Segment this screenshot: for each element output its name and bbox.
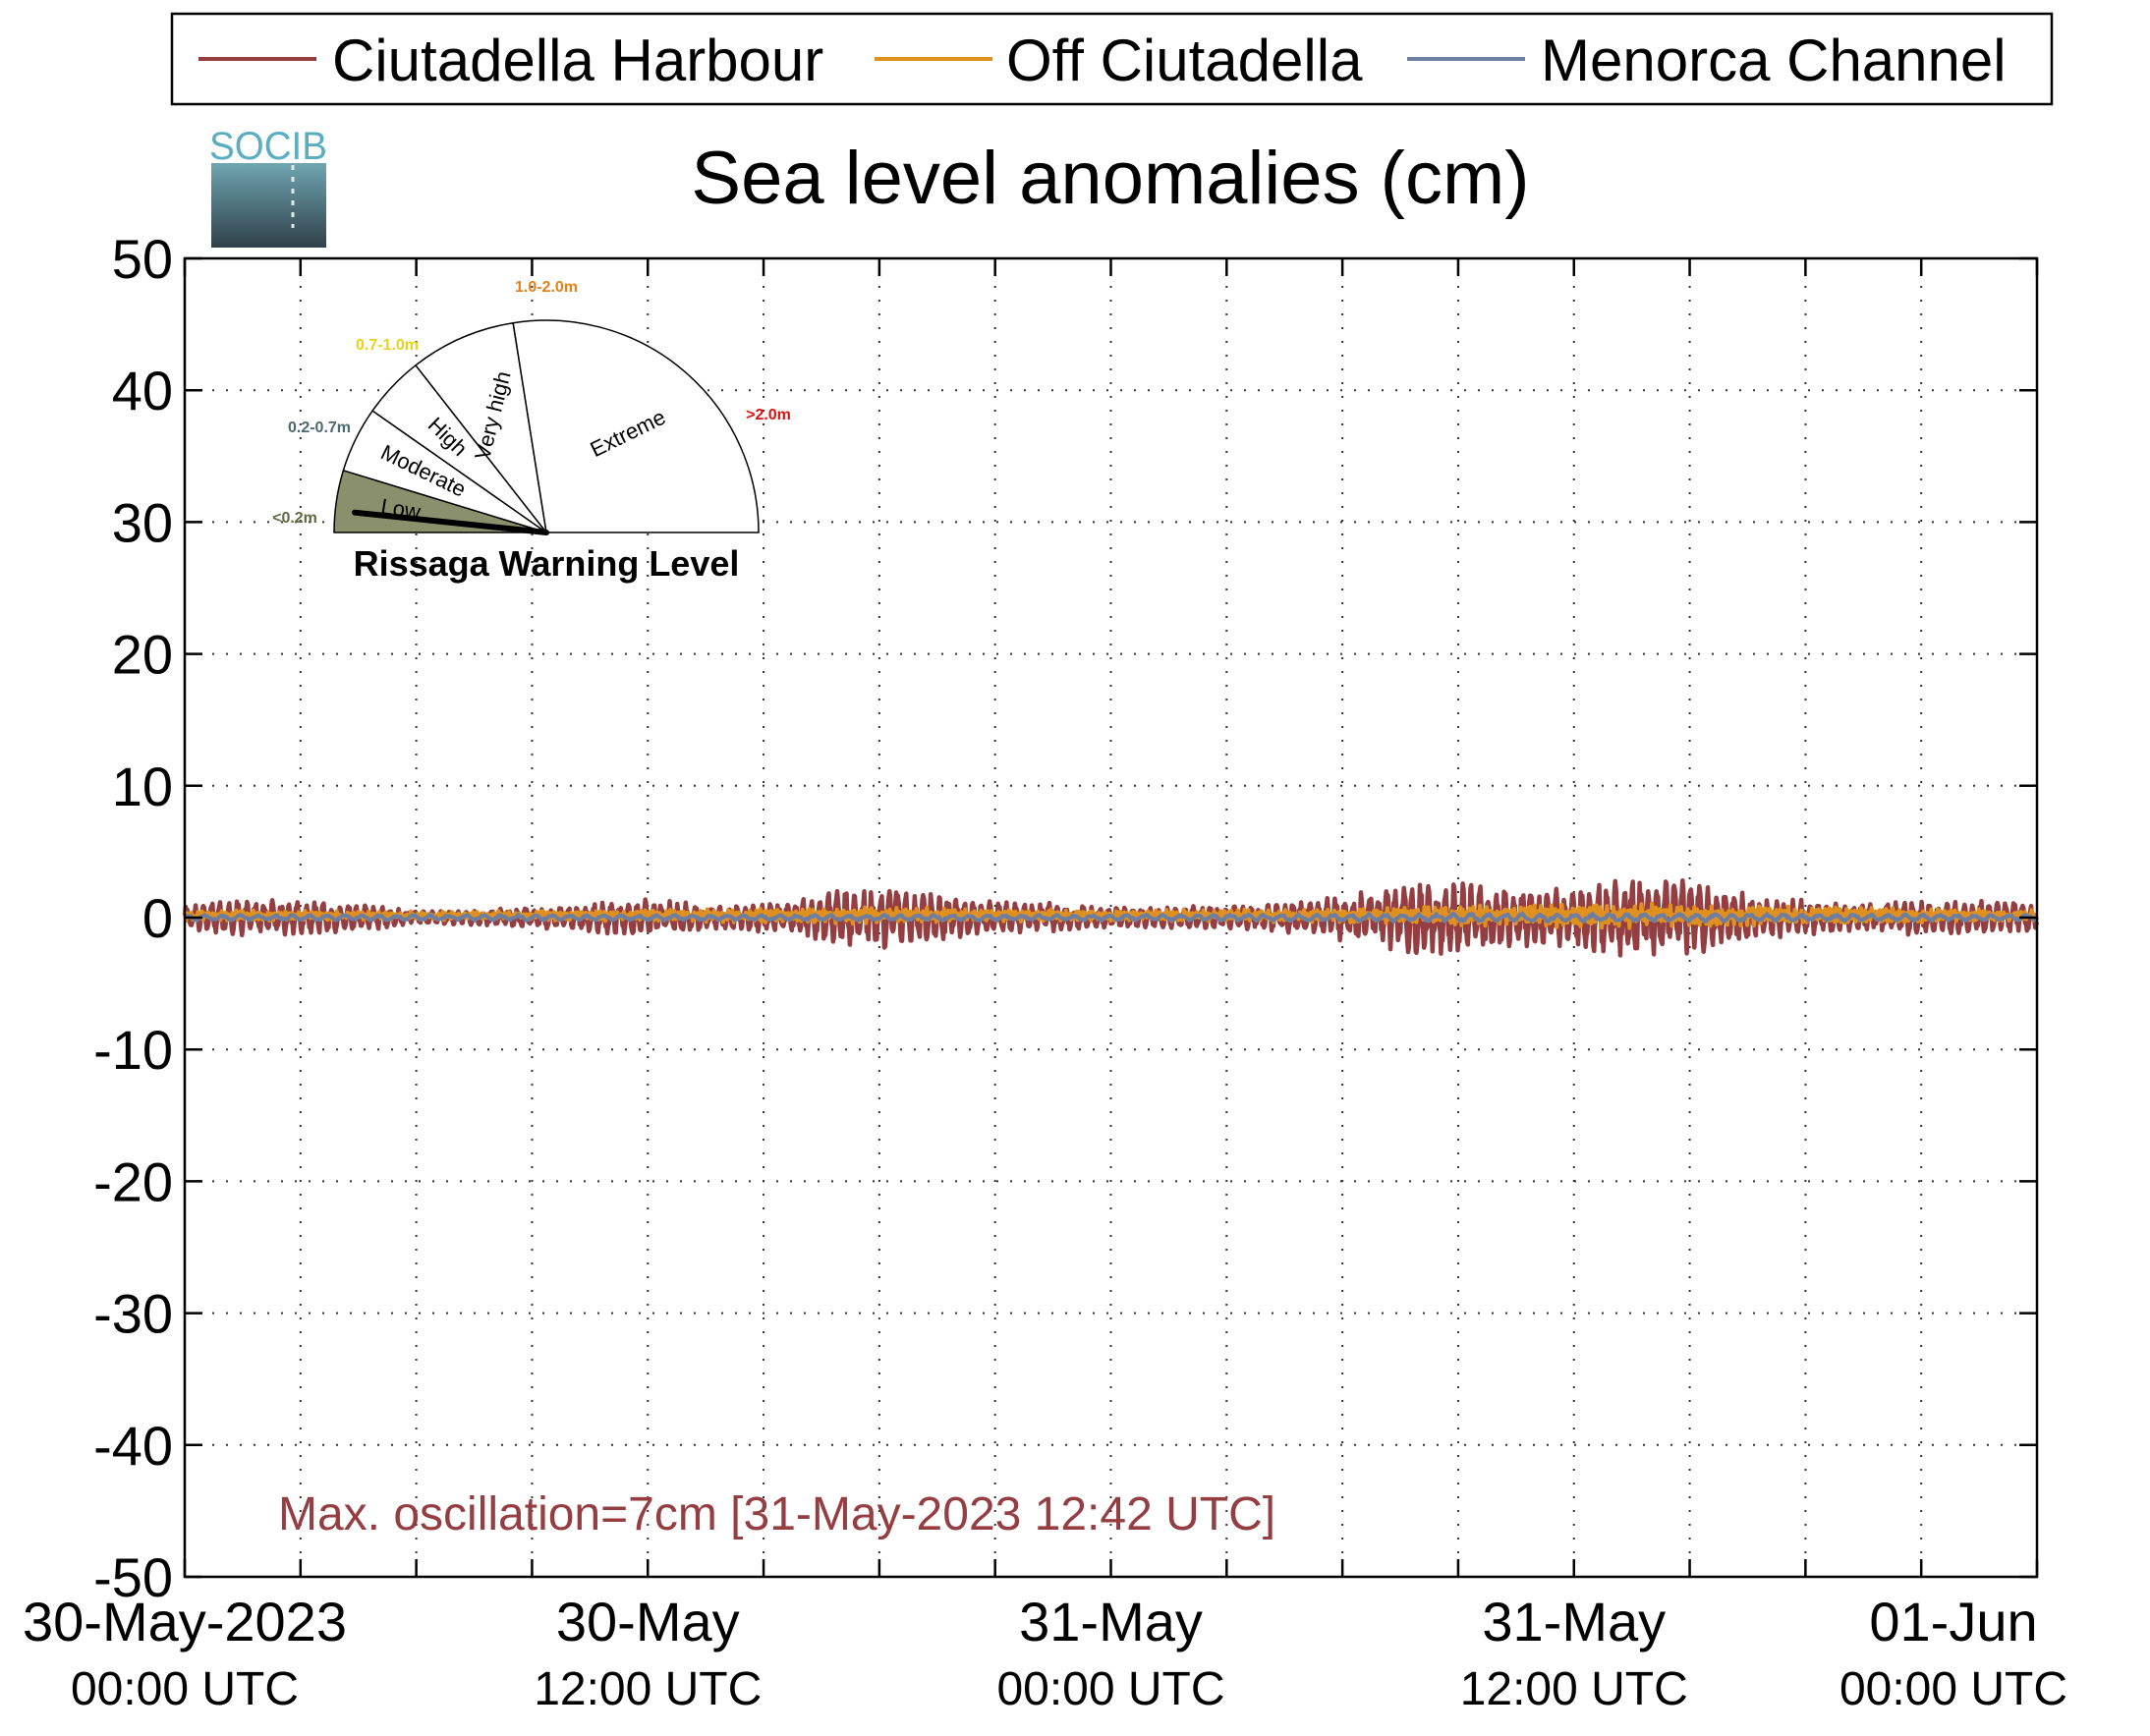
x-tick-label-time: 00:00 UTC — [1839, 1663, 2067, 1715]
gauge-needle — [352, 509, 549, 535]
x-tick-label-time: 00:00 UTC — [71, 1663, 299, 1715]
max-oscillation-annotation: Max. oscillation=7cm [31-May-2023 12:42 … — [278, 1488, 1275, 1540]
legend-box — [170, 12, 2054, 106]
y-tick-label: -10 — [93, 1019, 173, 1081]
series-line-menorca-channel — [184, 911, 2039, 924]
y-tick-label: -40 — [93, 1415, 173, 1477]
x-tick-label-date: 30-May-2023 — [23, 1591, 347, 1652]
gauge-range-label: 1.0-2.0m — [515, 279, 578, 296]
x-tick-label-date: 30-May — [556, 1591, 740, 1652]
legend-label-menorca-channel: Menorca Channel — [1541, 28, 2007, 93]
y-tick-label: 30 — [112, 491, 173, 553]
gauge-range-label: 0.7-1.0m — [356, 337, 419, 354]
series-layer — [182, 877, 2040, 958]
y-tick-label: 0 — [142, 887, 173, 949]
y-tick-label: 20 — [112, 624, 173, 686]
gauge-range-label: 0.2-0.7m — [288, 420, 351, 436]
legend: Ciutadella Harbour Off Ciutadella Menorc… — [170, 12, 2054, 106]
gauge-range-label: >2.0m — [746, 407, 791, 423]
plot-area: 50 40 30 20 10 0 -10 -20 -30 -40 -50 30-May-2023 00… — [23, 228, 2067, 1715]
chart-title: Sea level anomalies (cm) — [691, 137, 1529, 220]
x-tick-label-date: 31-May — [1019, 1591, 1203, 1652]
x-tick-label-time: 00:00 UTC — [996, 1663, 1224, 1715]
y-tick-label: -30 — [93, 1283, 173, 1345]
legend-label-off-ciutadella: Off Ciutadella — [1006, 28, 1363, 93]
gauge-sector-extreme — [512, 319, 760, 533]
x-tick-label-date: 01-Jun — [1869, 1591, 2037, 1652]
y-tick-label: 50 — [112, 228, 173, 290]
gauge-title: Rissaga Warning Level — [354, 543, 740, 584]
y-tick-label: -20 — [93, 1150, 173, 1212]
gauge-range-label: <0.2m — [272, 510, 317, 527]
gauge-sector-very-high — [414, 321, 548, 535]
y-tick-label: 10 — [112, 756, 173, 817]
x-tick-label-time: 12:00 UTC — [534, 1663, 762, 1715]
y-tick-label: 40 — [112, 360, 173, 421]
logo-text: SOCIB — [209, 125, 327, 168]
x-tick-label-date: 31-May — [1482, 1591, 1666, 1652]
socib-logo: SOCIB — [209, 125, 327, 248]
legend-label-ciutadella-harbour: Ciutadella Harbour — [332, 28, 823, 93]
y-tick-label: -50 — [93, 1546, 173, 1608]
x-axis: 30-May-2023 00:00 UTC 30-May 12:00 UTC 31-Ma… — [23, 258, 2067, 1715]
x-tick-label-time: 12:00 UTC — [1460, 1663, 1688, 1715]
logo-water — [211, 163, 326, 248]
y-axis: 50 40 30 20 10 0 -10 -20 -30 -40 -50 — [93, 228, 2037, 1608]
